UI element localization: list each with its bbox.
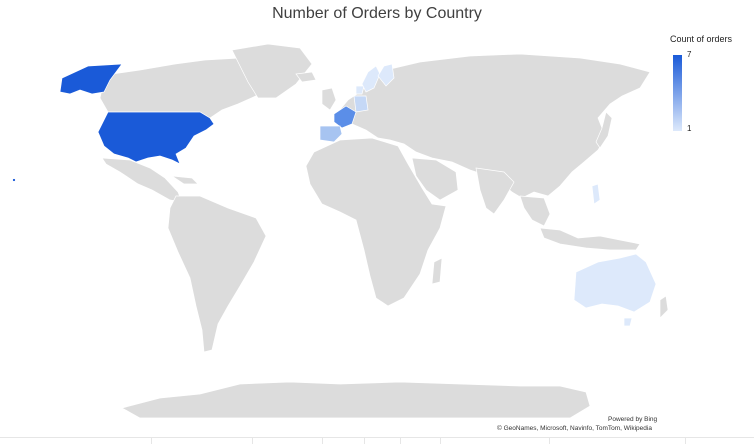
land-india <box>475 167 515 215</box>
grid-tick <box>151 437 152 444</box>
land-greenland <box>231 43 313 99</box>
region-spain[interactable] <box>319 125 343 143</box>
region-alaska[interactable] <box>59 63 123 95</box>
land-madagascar <box>431 257 443 285</box>
grid-tick <box>252 437 253 444</box>
land-indonesia <box>539 227 641 251</box>
choropleth-regions <box>12 63 657 327</box>
region-united-states[interactable] <box>97 111 215 165</box>
land-arabia <box>411 157 459 201</box>
grid-tick <box>322 437 323 444</box>
land-eurasia <box>337 53 651 199</box>
legend-gradient-bar <box>673 55 682 131</box>
region-denmark[interactable] <box>355 85 365 95</box>
land-caribbean <box>171 175 199 185</box>
region-france[interactable] <box>333 105 357 129</box>
land-japan <box>595 111 613 149</box>
legend-max-label: 7 <box>687 50 692 59</box>
land-se-asia <box>519 195 551 227</box>
grid-tick <box>400 437 401 444</box>
land-uk <box>321 87 337 111</box>
grid-tick <box>440 437 441 444</box>
region-finland[interactable] <box>377 63 395 87</box>
map-title: Number of Orders by Country <box>272 5 482 22</box>
region-australia[interactable] <box>573 253 657 313</box>
region-tasmania[interactable] <box>623 317 633 327</box>
land-antarctica <box>121 381 591 419</box>
region-hawaii[interactable] <box>12 178 16 182</box>
region-alaska-tail[interactable] <box>35 91 61 101</box>
grid-tick <box>364 437 365 444</box>
land-new-zealand <box>659 295 669 319</box>
land-south-america <box>167 195 267 353</box>
powered-by-label: Powered by Bing <box>608 416 658 423</box>
grid-tick <box>549 437 550 444</box>
land-central-america <box>101 157 183 203</box>
legend-title: Count of orders <box>670 34 733 44</box>
land-iceland <box>295 71 317 83</box>
region-philippines[interactable] <box>591 183 601 205</box>
region-germany[interactable] <box>353 95 369 113</box>
legend-min-label: 1 <box>687 124 692 133</box>
land-base <box>99 43 669 419</box>
grid-tick <box>685 437 686 444</box>
map-credits: © GeoNames, Microsoft, Navinfo, TomTom, … <box>497 425 652 432</box>
land-africa <box>305 137 447 307</box>
bottom-gridline <box>0 437 754 438</box>
